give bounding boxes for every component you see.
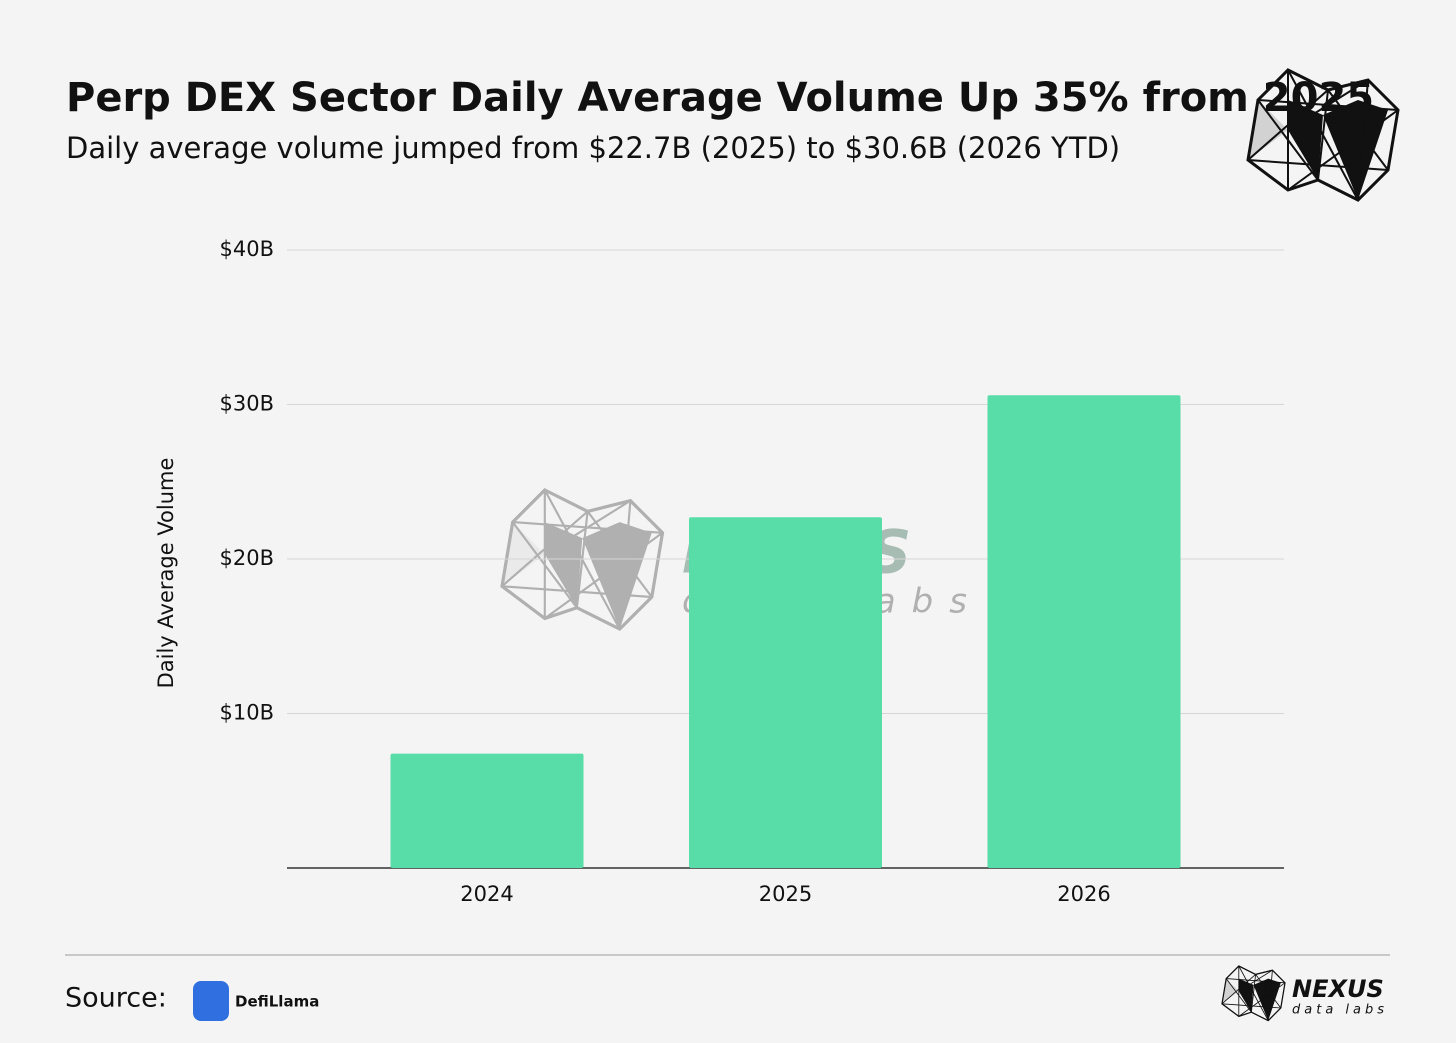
chart-subtitle: Daily average volume jumped from $22.7B … [66,131,1120,165]
source-label: Source: [65,983,167,1014]
y-tick-label: $10B [220,701,275,725]
footer-brand-name: NEXUS [1292,975,1384,1003]
x-tick-label: 2025 [759,882,812,906]
watermark-logo [500,488,665,631]
y-axis-label: Daily Average Volume [154,458,178,689]
footer-logo [1221,965,1286,1022]
y-tick-label: $30B [220,392,275,416]
footer-brand-tagline: data labs [1292,1003,1388,1018]
x-tick-label: 2026 [1057,882,1110,906]
bar [689,517,882,868]
bar [987,395,1181,868]
bar [390,753,584,868]
x-tick-label: 2024 [460,882,513,906]
source-icon [193,981,229,1021]
source-name: DefiLlama [235,993,319,1011]
y-tick-label: $20B [220,546,275,570]
y-tick-label: $40B [220,237,275,261]
chart-title: Perp DEX Sector Daily Average Volume Up … [66,75,1374,121]
